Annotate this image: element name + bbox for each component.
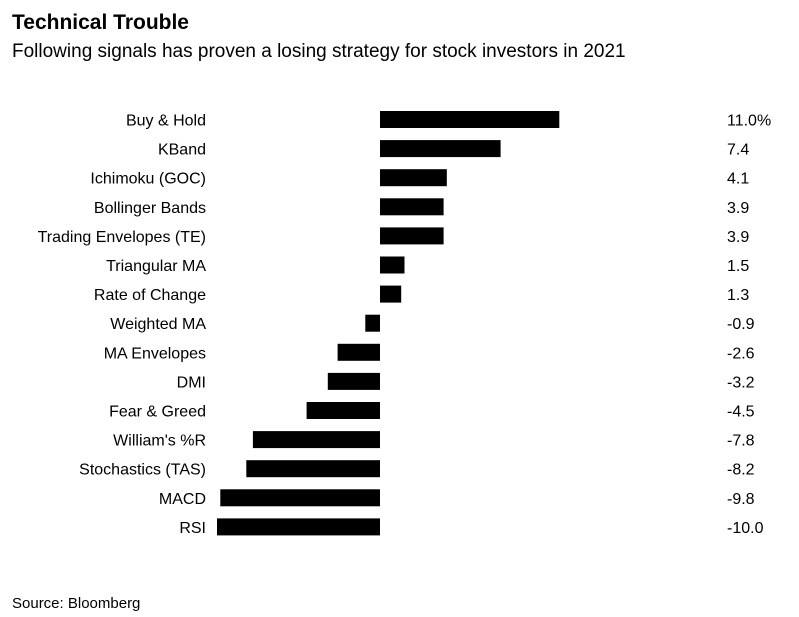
bar — [380, 227, 444, 245]
bar — [365, 314, 380, 332]
category-label: MA Envelopes — [104, 345, 206, 362]
bar — [380, 140, 501, 158]
category-label: Rate of Change — [94, 287, 206, 304]
value-label: 1.5 — [727, 258, 749, 275]
category-label: Triangular MA — [106, 258, 206, 275]
category-label: Fear & Greed — [109, 404, 206, 421]
bar — [380, 256, 405, 274]
value-label: 7.4 — [727, 142, 749, 159]
category-label: KBand — [158, 142, 206, 159]
category-label: Stochastics (TAS) — [79, 462, 206, 479]
bar-chart: Buy & Hold KBand Ichimoku (GOC) Bollinger B… — [38, 111, 771, 537]
value-label: 4.1 — [727, 171, 749, 188]
source-note: Source: Bloomberg — [12, 595, 141, 612]
bar — [380, 111, 560, 128]
value-label: -7.8 — [727, 433, 755, 450]
category-label: Ichimoku (GOC) — [90, 171, 206, 188]
value-label: 11.0% — [727, 113, 771, 130]
bar — [306, 402, 380, 419]
value-label: 3.9 — [727, 229, 749, 246]
category-label: RSI — [179, 520, 206, 537]
category-label: MACD — [159, 491, 206, 508]
chart-subtitle: Following signals has proven a losing st… — [12, 41, 626, 62]
category-label: Bollinger Bands — [94, 200, 206, 217]
bar — [327, 372, 380, 390]
value-label: 1.3 — [727, 287, 749, 304]
bar — [380, 169, 447, 187]
category-labels: Buy & Hold KBand Ichimoku (GOC) Bollinger B… — [38, 113, 207, 537]
category-label: William's %R — [113, 433, 206, 450]
bar — [380, 285, 402, 303]
value-label: -4.5 — [727, 404, 755, 421]
bar — [252, 431, 380, 449]
value-label: -2.6 — [727, 345, 755, 362]
value-labels: 11.0% 7.4 4.1 3.9 3.9 1.5 1.3 -0.9 -2.6 -3.2 -4.5 -… — [727, 113, 771, 537]
bar — [246, 460, 380, 478]
bar — [380, 198, 444, 216]
value-label: -9.8 — [727, 491, 755, 508]
bars — [217, 111, 560, 536]
category-label: Weighted MA — [110, 316, 206, 333]
value-label: 3.9 — [727, 200, 749, 217]
value-label: -0.9 — [727, 316, 755, 333]
bar — [337, 343, 380, 361]
category-label: Trading Envelopes (TE) — [38, 229, 206, 246]
value-label: -3.2 — [727, 374, 755, 391]
category-label: DMI — [177, 374, 206, 391]
chart-title: Technical Trouble — [12, 11, 189, 34]
bar — [220, 489, 380, 507]
value-label: -10.0 — [727, 520, 764, 537]
value-label: -8.2 — [727, 462, 755, 479]
category-label: Buy & Hold — [126, 113, 206, 130]
bar — [217, 518, 380, 536]
